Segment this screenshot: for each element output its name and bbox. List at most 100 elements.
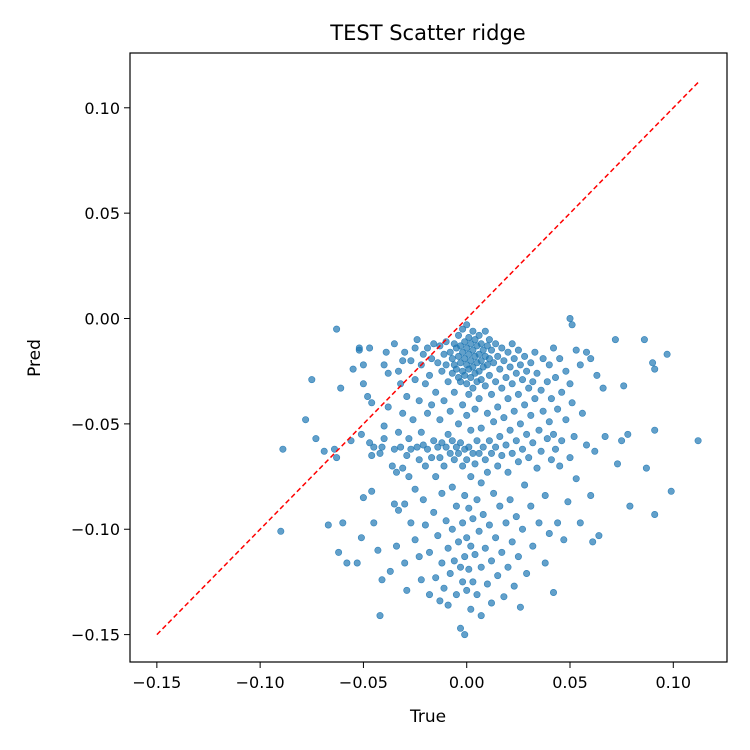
- scatter-point: [481, 544, 489, 552]
- scatter-point: [545, 361, 553, 369]
- scatter-point: [337, 384, 345, 392]
- scatter-point: [417, 576, 425, 584]
- scatter-point: [483, 409, 491, 417]
- scatter-point: [436, 597, 444, 605]
- scatter-point: [463, 456, 471, 464]
- scatter-point: [514, 553, 522, 561]
- scatter-point: [459, 348, 467, 356]
- scatter-point: [394, 367, 402, 375]
- scatter-point: [452, 502, 460, 510]
- scatter-point: [392, 542, 400, 550]
- scatter-point: [376, 449, 384, 457]
- scatter-point: [465, 333, 473, 341]
- scatter-point: [434, 532, 442, 540]
- scatter-point: [463, 321, 471, 329]
- scatter-point: [479, 346, 487, 354]
- scatter-point: [461, 371, 469, 379]
- scatter-point: [428, 454, 436, 462]
- scatter-point: [494, 403, 502, 411]
- y-tick-label: 0.00: [84, 310, 120, 329]
- scatter-point: [471, 460, 479, 468]
- scatter-point: [415, 553, 423, 561]
- scatter-point: [419, 441, 427, 449]
- scatter-point: [355, 344, 363, 352]
- scatter-point: [459, 401, 467, 409]
- scatter-point: [510, 407, 518, 415]
- scatter-point: [518, 525, 526, 533]
- scatter-point: [537, 386, 545, 394]
- scatter-point: [401, 559, 409, 567]
- scatter-point: [547, 395, 555, 403]
- x-tick-label: −0.05: [339, 673, 388, 692]
- scatter-point: [440, 350, 448, 358]
- scatter-point: [456, 342, 464, 350]
- scatter-point: [599, 384, 607, 392]
- scatter-point: [378, 443, 386, 451]
- scatter-point: [419, 350, 427, 358]
- scatter-point: [510, 355, 518, 363]
- scatter-point: [423, 344, 431, 352]
- scatter-point: [477, 376, 485, 384]
- scatter-point: [475, 395, 483, 403]
- scatter-point: [626, 502, 634, 510]
- scatter-point: [454, 352, 462, 360]
- scatter-point: [541, 559, 549, 567]
- scatter-point: [438, 439, 446, 447]
- scatter-point: [512, 369, 520, 377]
- scatter-point: [436, 416, 444, 424]
- scatter-point: [485, 355, 493, 363]
- scatter-point: [477, 424, 485, 432]
- scatter-point: [411, 536, 419, 544]
- scatter-point: [518, 445, 526, 453]
- scatter-point: [320, 447, 328, 455]
- scatter-point: [551, 445, 559, 453]
- scatter-point: [502, 373, 510, 381]
- scatter-point: [448, 369, 456, 377]
- scatter-point: [454, 449, 462, 457]
- scatter-point: [487, 346, 495, 354]
- scatter-point: [582, 441, 590, 449]
- scatter-point: [529, 542, 537, 550]
- x-tick-label: 0.05: [552, 673, 588, 692]
- scatter-point: [477, 612, 485, 620]
- scatter-point: [407, 445, 415, 453]
- scatter-point: [359, 380, 367, 388]
- x-tick-label: −0.10: [236, 673, 285, 692]
- scatter-point: [432, 388, 440, 396]
- scatter-point: [430, 340, 438, 348]
- scatter-point: [545, 418, 553, 426]
- scatter-point: [492, 340, 500, 348]
- scatter-point: [440, 584, 448, 592]
- scatter-point: [494, 462, 502, 470]
- scatter-point: [442, 338, 450, 346]
- scatter-point: [469, 384, 477, 392]
- scatter-point: [551, 373, 559, 381]
- scatter-point: [485, 437, 493, 445]
- scatter-point: [498, 548, 506, 556]
- scatter-point: [481, 327, 489, 335]
- scatter-point: [533, 369, 541, 377]
- scatter-point: [508, 340, 516, 348]
- scatter-point: [403, 451, 411, 459]
- scatter-point: [446, 348, 454, 356]
- scatter-point: [469, 327, 477, 335]
- scatter-point: [601, 432, 609, 440]
- scatter-point: [498, 384, 506, 392]
- scatter-point: [368, 487, 376, 495]
- scatter-point: [572, 346, 580, 354]
- scatter-point: [533, 464, 541, 472]
- scatter-point: [490, 418, 498, 426]
- scatter-point: [487, 390, 495, 398]
- y-axis-label: Pred: [25, 339, 45, 377]
- scatter-point: [421, 380, 429, 388]
- scatter-point: [359, 494, 367, 502]
- scatter-point: [582, 348, 590, 356]
- scatter-point: [430, 508, 438, 516]
- scatter-point: [446, 407, 454, 415]
- scatter-point: [454, 538, 462, 546]
- scatter-point: [312, 435, 320, 443]
- x-tick-label: 0.10: [655, 673, 691, 692]
- scatter-point: [423, 409, 431, 417]
- scatter-point: [479, 510, 487, 518]
- scatter-point: [547, 456, 555, 464]
